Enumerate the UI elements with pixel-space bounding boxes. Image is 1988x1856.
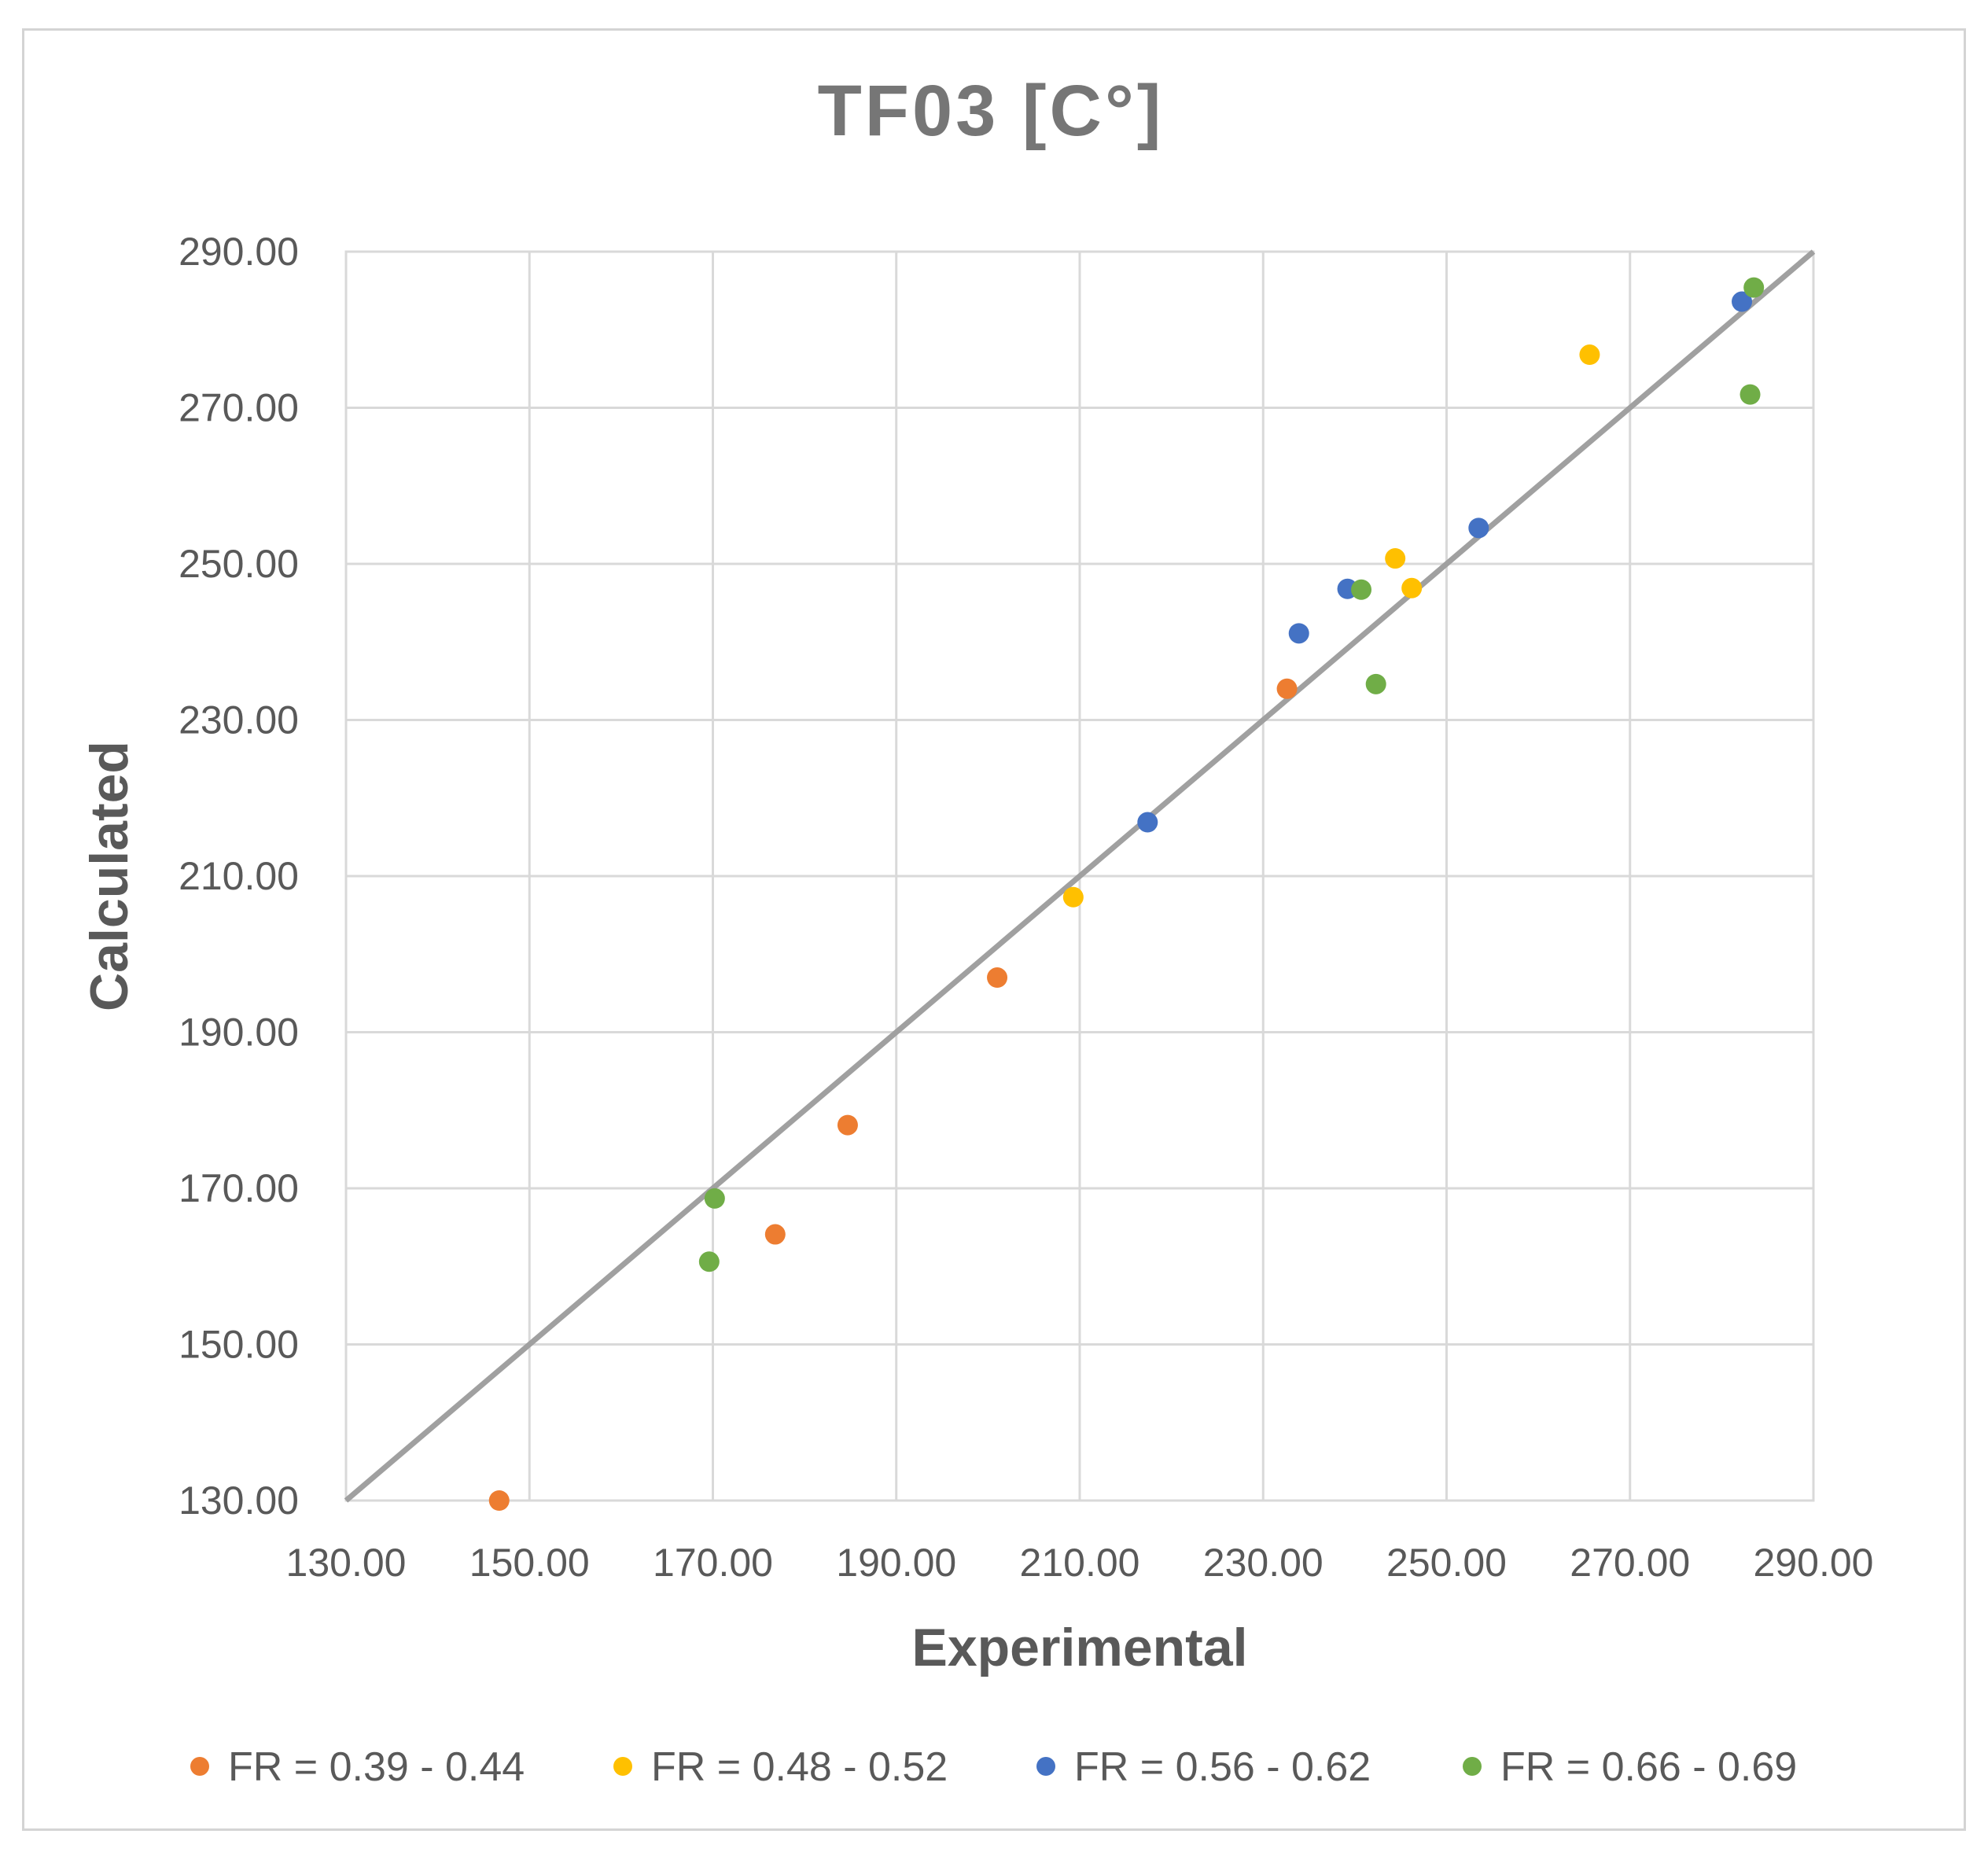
plot-area <box>344 250 1815 1502</box>
reference-line <box>344 249 1816 1503</box>
y-tick-label: 270.00 <box>179 386 299 430</box>
data-point <box>698 1251 720 1272</box>
y-axis-title: Calculated <box>79 741 139 1011</box>
x-axis-title: Experimental <box>911 1618 1247 1677</box>
y-tick-label: 210.00 <box>179 854 299 898</box>
legend-item: FR = 0.66 - 0.69 <box>1463 1744 1797 1790</box>
x-tick-label: 210.00 <box>1020 1541 1140 1585</box>
legend-label: FR = 0.39 - 0.44 <box>228 1744 525 1790</box>
x-tick-label: 290.00 <box>1754 1541 1874 1585</box>
data-point <box>1365 673 1386 694</box>
data-point <box>1351 579 1372 600</box>
legend: FR = 0.39 - 0.44 FR = 0.48 - 0.52 FR = 0.5… <box>190 1744 1797 1790</box>
y-tick-label: 250.00 <box>179 542 299 586</box>
data-point <box>1743 277 1765 298</box>
y-tick-label: 230.00 <box>179 698 299 742</box>
y-tick-label: 290.00 <box>179 230 299 274</box>
legend-item: FR = 0.39 - 0.44 <box>190 1744 525 1790</box>
data-point <box>1276 678 1298 699</box>
legend-marker <box>613 1757 632 1776</box>
legend-marker <box>1036 1757 1055 1776</box>
y-tick-label: 170.00 <box>179 1166 299 1210</box>
x-tick-label: 170.00 <box>653 1541 773 1585</box>
y-tick-label: 190.00 <box>179 1011 299 1055</box>
x-tick-label: 270.00 <box>1570 1541 1690 1585</box>
legend-item: FR = 0.56 - 0.62 <box>1036 1744 1371 1790</box>
data-point <box>704 1188 725 1209</box>
legend-label: FR = 0.56 - 0.62 <box>1074 1744 1371 1790</box>
legend-label: FR = 0.48 - 0.52 <box>651 1744 948 1790</box>
legend-marker <box>1463 1757 1482 1776</box>
reference-line-group <box>344 249 1816 1503</box>
y-tick-label: 150.00 <box>179 1323 299 1367</box>
data-point <box>1468 517 1489 539</box>
y-tick-label: 130.00 <box>179 1479 299 1523</box>
data-point <box>1401 577 1423 598</box>
data-point <box>1062 886 1084 908</box>
data-point <box>987 967 1008 989</box>
data-point <box>1385 548 1406 569</box>
x-tick-label: 250.00 <box>1386 1541 1507 1585</box>
x-axis-ticks: 130.00 150.00 170.00 190.00 210.00 230.00 250.… <box>286 1541 1874 1585</box>
legend-item: FR = 0.48 - 0.52 <box>613 1744 948 1790</box>
data-points <box>488 277 1765 1511</box>
legend-label: FR = 0.66 - 0.69 <box>1500 1744 1797 1790</box>
x-tick-label: 150.00 <box>469 1541 590 1585</box>
data-point <box>1732 291 1753 312</box>
data-point <box>764 1224 786 1245</box>
data-point <box>1137 812 1158 833</box>
chart-title: TF03 [C°] <box>818 71 1165 151</box>
data-point <box>837 1114 858 1136</box>
data-point <box>1740 384 1761 405</box>
x-tick-label: 130.00 <box>286 1541 407 1585</box>
x-tick-label: 190.00 <box>836 1541 956 1585</box>
data-point <box>1288 623 1309 644</box>
x-tick-label: 230.00 <box>1203 1541 1323 1585</box>
data-point <box>488 1490 510 1511</box>
y-axis-ticks: 130.00 150.00 170.00 190.00 210.00 230.00 250.… <box>179 230 299 1523</box>
data-point <box>1579 344 1600 366</box>
legend-marker <box>190 1757 209 1776</box>
